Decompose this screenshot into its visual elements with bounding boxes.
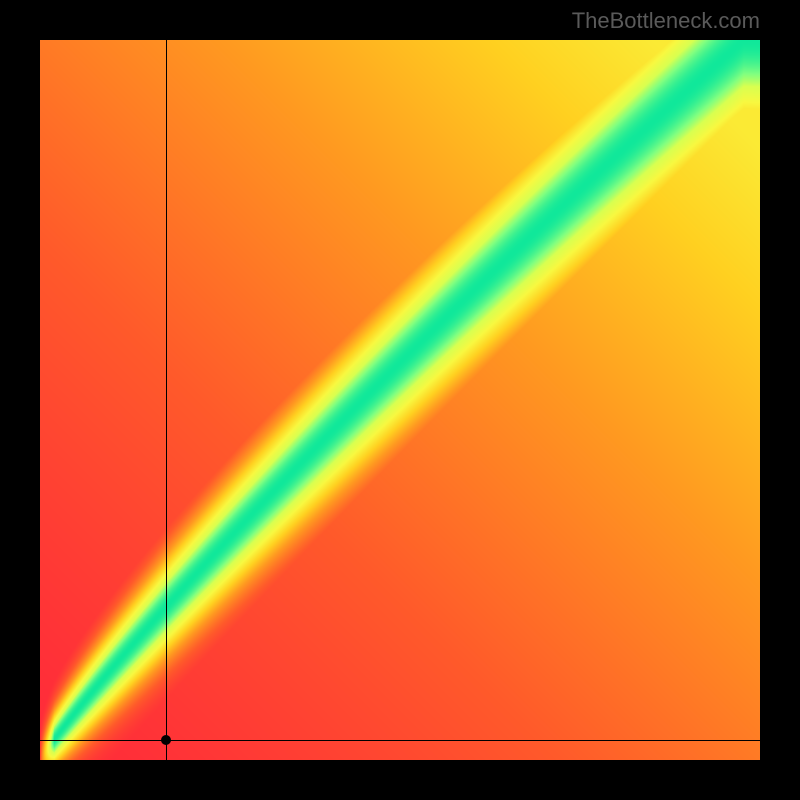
bottleneck-heatmap xyxy=(40,40,760,760)
crosshair-vertical xyxy=(166,40,167,760)
crosshair-horizontal xyxy=(40,740,760,741)
plot-area xyxy=(40,40,760,760)
crosshair-marker xyxy=(161,735,171,745)
watermark-text: TheBottleneck.com xyxy=(572,8,760,34)
